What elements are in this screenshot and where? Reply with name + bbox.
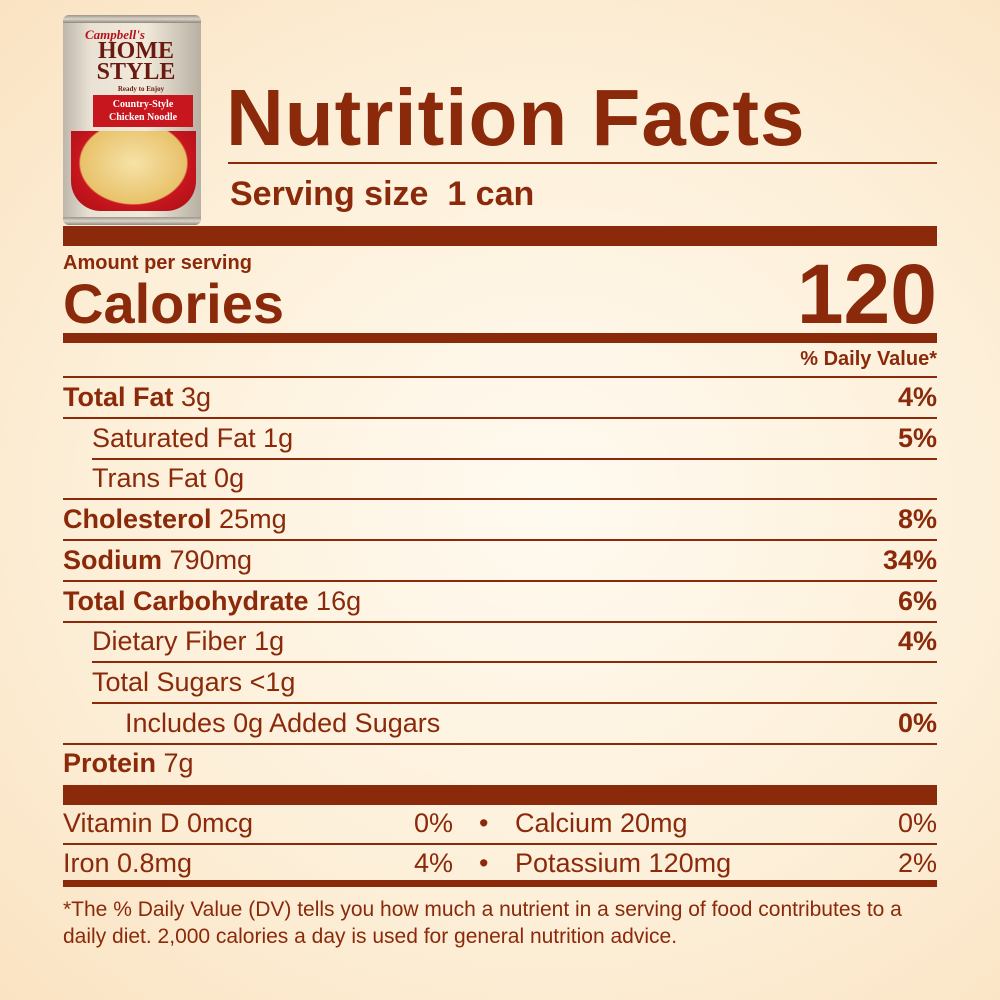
nutrient-amount: 3g bbox=[181, 382, 212, 412]
variety-band: Country-Style Chicken Noodle bbox=[93, 95, 193, 127]
nutrient-name: Trans Fat bbox=[92, 463, 207, 494]
calories-label: Calories bbox=[63, 272, 284, 335]
nutrient-name: Total Sugars bbox=[92, 666, 243, 697]
vitamin-row: Iron 0.8mg 4% • Potassium 120mg 2% bbox=[63, 843, 937, 883]
nutrient-amount: 790mg bbox=[169, 544, 253, 575]
vitamin-daily-value: 2% bbox=[897, 848, 937, 878]
nutrient-daily-value: 34% bbox=[882, 544, 937, 575]
medium-divider bbox=[63, 333, 937, 343]
nutrient-name: Includes 0g Added Sugars bbox=[125, 707, 441, 738]
nutrient-row: Total Fat 3g 4% bbox=[63, 377, 937, 417]
nutrient-row: Total Sugars <1g bbox=[63, 662, 937, 702]
divider bbox=[63, 539, 937, 542]
medium-divider bbox=[63, 880, 937, 887]
nutrient-amount: 7g bbox=[163, 748, 194, 779]
divider bbox=[63, 579, 937, 582]
divider bbox=[92, 457, 937, 460]
nutrient-amount: 1g bbox=[254, 626, 285, 657]
vitamin-daily-value: 4% bbox=[413, 848, 453, 878]
product-tagline: Ready to Enjoy bbox=[117, 85, 165, 93]
bullet-separator: • bbox=[479, 808, 489, 838]
vitamin-label: Potassium 120mg bbox=[515, 848, 732, 878]
nutrient-daily-value: 8% bbox=[897, 504, 937, 535]
nutrient-amount: 25mg bbox=[219, 504, 287, 535]
nutrient-row: Total Carbohydrate 16g 6% bbox=[63, 581, 937, 621]
divider bbox=[63, 376, 937, 378]
footnote: *The % Daily Value (DV) tells you how mu… bbox=[63, 898, 902, 948]
product-can-image: Campbell's HOME STYLE Ready to Enjoy Cou… bbox=[63, 15, 201, 225]
nutrient-daily-value: 6% bbox=[897, 585, 937, 616]
nutrient-amount: 16g bbox=[316, 585, 362, 616]
calories-value: 120 bbox=[796, 247, 937, 341]
nutrient-name: Cholesterol bbox=[63, 504, 212, 535]
nutrient-row: Dietary Fiber 1g 4% bbox=[63, 621, 937, 661]
brand-logo: Campbell's bbox=[85, 27, 145, 42]
nutrient-name: Total Carbohydrate bbox=[63, 585, 309, 616]
nutrient-row: Includes 0g Added Sugars 0% bbox=[63, 703, 937, 743]
divider bbox=[92, 701, 937, 704]
can-rim bbox=[63, 217, 201, 225]
nutrient-amount: <1g bbox=[249, 666, 296, 697]
nutrient-amount: 1g bbox=[263, 422, 294, 453]
thick-divider bbox=[63, 785, 937, 805]
divider bbox=[228, 162, 937, 164]
nutrient-name: Total Fat bbox=[63, 382, 174, 412]
nutrient-daily-value: 5% bbox=[897, 422, 937, 453]
label-title: Nutrition Facts bbox=[226, 73, 806, 162]
bullet-separator: • bbox=[479, 848, 489, 878]
nutrient-name: Dietary Fiber bbox=[92, 626, 247, 657]
serving-size: Serving size 1 can bbox=[230, 175, 535, 213]
nutrient-daily-value: 0% bbox=[897, 707, 937, 738]
divider bbox=[63, 742, 937, 745]
nutrient-row: Cholesterol 25mg 8% bbox=[63, 499, 937, 539]
nutrient-daily-value: 4% bbox=[897, 626, 937, 657]
vitamin-daily-value: 0% bbox=[897, 808, 937, 838]
nutrient-row: Saturated Fat 1g 5% bbox=[63, 418, 937, 458]
nutrient-amount: 0g bbox=[214, 463, 245, 494]
nutrient-name: Protein bbox=[63, 748, 157, 779]
divider bbox=[63, 498, 937, 501]
nutrient-name: Sodium bbox=[63, 544, 162, 575]
vitamin-daily-value: 0% bbox=[413, 808, 453, 838]
vitamin-label: Iron 0.8mg bbox=[63, 848, 193, 878]
nutrient-name: Saturated Fat bbox=[92, 422, 256, 453]
amount-per-serving: Amount per serving bbox=[63, 252, 252, 274]
vitamin-label: Calcium 20mg bbox=[515, 808, 688, 838]
vitamin-row: Vitamin D 0mcg 0% • Calcium 20mg 0% bbox=[63, 803, 937, 843]
divider bbox=[63, 620, 937, 623]
product-line-logo: HOME STYLE bbox=[96, 38, 176, 85]
thick-divider bbox=[63, 226, 937, 246]
soup-bowl-image bbox=[71, 131, 196, 211]
can-rim bbox=[63, 15, 201, 23]
nutrient-daily-value: 4% bbox=[897, 382, 937, 412]
nutrient-row: Trans Fat 0g bbox=[63, 458, 937, 498]
divider bbox=[63, 417, 937, 419]
divider bbox=[63, 843, 937, 845]
daily-value-header: % Daily Value* bbox=[800, 348, 937, 370]
vitamin-label: Vitamin D 0mcg bbox=[63, 808, 254, 838]
nutrient-row: Protein 7g bbox=[63, 743, 937, 783]
divider bbox=[92, 661, 937, 664]
nutrient-row: Sodium 790mg 34% bbox=[63, 540, 937, 580]
